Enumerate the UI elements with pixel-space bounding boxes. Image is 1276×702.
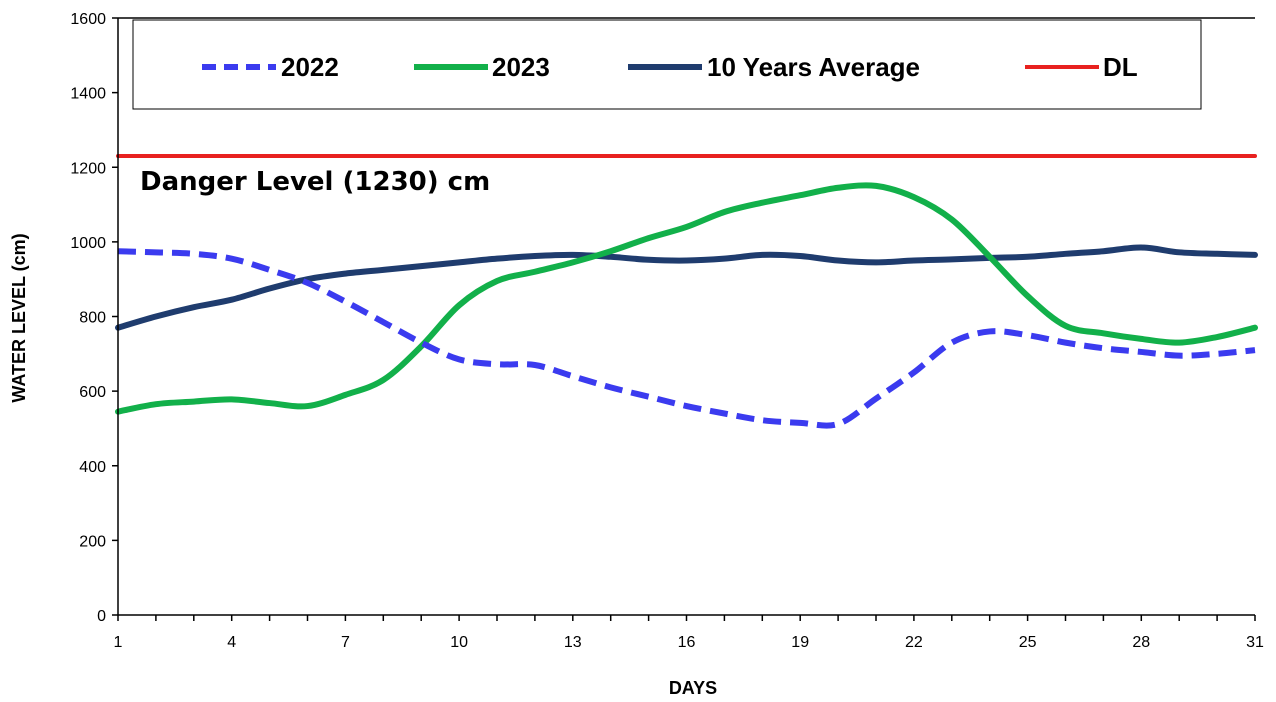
axes-layer: 0 200 400 600 800 1000 1200 1400 1600 1 4 7 10 13 16 19… <box>70 11 1264 651</box>
legend-label-2022: 2022 <box>281 52 339 82</box>
y-tick-label: 1400 <box>70 86 106 103</box>
legend: 2022 2023 10 Years Average DL <box>132 19 1202 110</box>
x-tick-label: 22 <box>905 634 923 651</box>
x-tick-label: 4 <box>227 634 236 651</box>
series-line-10-years-average <box>115 244 1258 331</box>
x-axis-title: DAYS <box>669 678 717 698</box>
series-line-2023 <box>115 182 1258 415</box>
x-tick-label: 13 <box>564 634 582 651</box>
series-layer <box>115 154 1258 429</box>
legend-label-2023: 2023 <box>492 52 550 82</box>
x-tick-label: 16 <box>678 634 696 651</box>
danger-level-annotation: Danger Level (1230) cm <box>140 167 490 197</box>
series-line-2022 <box>117 248 1256 429</box>
y-axis-title: WATER LEVEL (cm) <box>9 233 29 402</box>
x-tick-label: 25 <box>1019 634 1037 651</box>
y-tick-label: 400 <box>79 459 106 476</box>
x-tick-label: 7 <box>341 634 350 651</box>
y-tick-label: 1000 <box>70 235 106 252</box>
x-tick-label: 19 <box>791 634 809 651</box>
y-tick-label: 200 <box>79 533 106 550</box>
legend-label-dl: DL <box>1103 52 1138 82</box>
y-tick-label: 0 <box>97 608 106 625</box>
x-tick-label: 10 <box>450 634 468 651</box>
y-tick-label: 600 <box>79 384 106 401</box>
x-tick-label: 31 <box>1246 634 1264 651</box>
y-tick-label: 1200 <box>70 160 106 177</box>
y-tick-label: 1600 <box>70 11 106 28</box>
x-tick-label: 28 <box>1132 634 1150 651</box>
legend-label-10-years-average: 10 Years Average <box>707 52 920 82</box>
x-tick-label: 1 <box>114 634 123 651</box>
y-tick-label: 800 <box>79 310 106 327</box>
